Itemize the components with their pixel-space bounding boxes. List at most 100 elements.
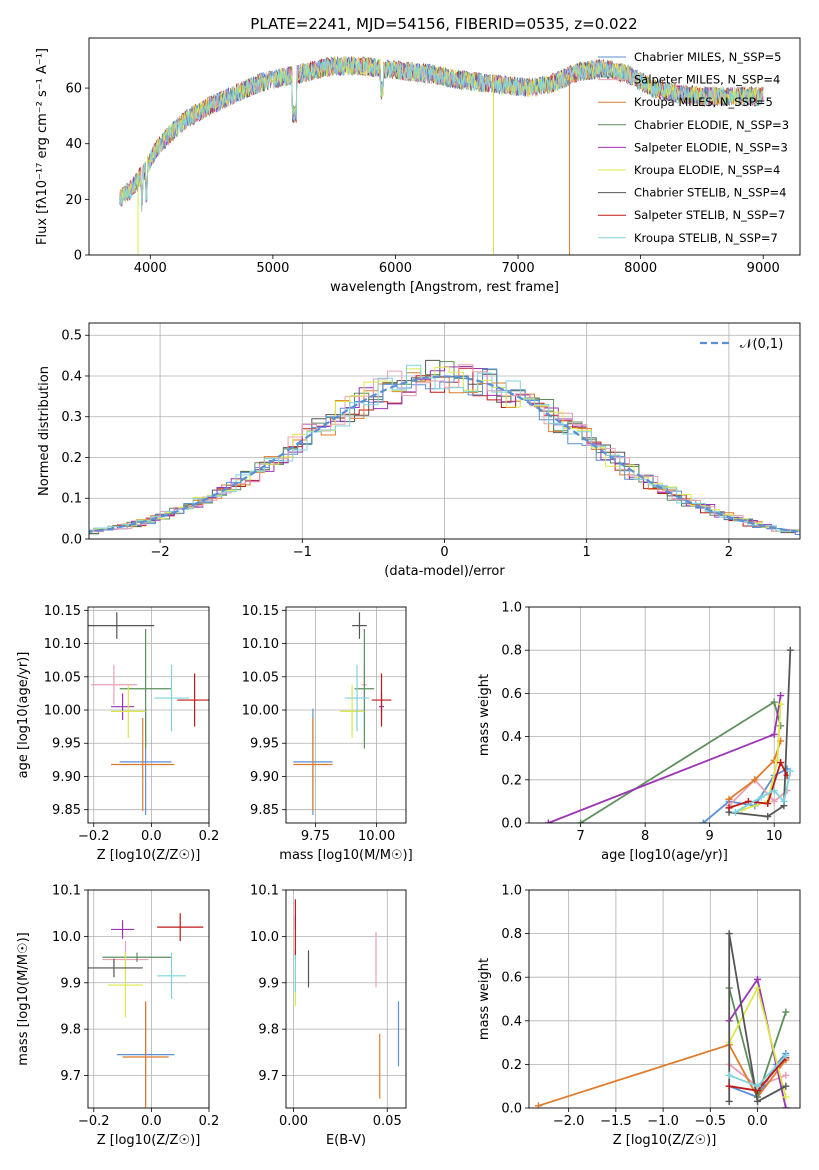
mass-weight-marker-7 [725,804,733,812]
panel-spectrum: 4000 5000 6000 7000 8000 9000 0 20 40 60 wavelengt… [35,37,801,295]
mass-weight-line-1 [728,778,788,807]
y-tick-label: 10.00 [242,704,279,719]
x-tick-label: 9 [706,829,714,844]
y-tick-label: 9.95 [250,737,279,752]
mass-weight-marker-5 [782,1093,790,1101]
x-axis-label: wavelength [Angstrom, rest frame] [330,280,559,295]
x-tick-label: 8000 [624,261,657,276]
mass-weight-marker-4 [782,1104,790,1108]
legend-label: 𝒩(0,1) [740,337,783,352]
y-tick-label: 0 [74,249,82,264]
y-tick-label: 0.5 [61,329,82,344]
x-tick-label: 0.00 [279,1114,308,1129]
legend-label: Kroupa MILES, N_SSP=5 [634,95,773,109]
x-tick-label: 9000 [747,261,780,276]
mass-weight-marker-4 [770,730,778,738]
y-tick-label: 10.15 [242,604,279,619]
mass-weight-line-5 [741,704,782,811]
legend-label: Salpeter ELODIE, N_SSP=3 [634,140,788,154]
legend-label: Chabrier ELODIE, N_SSP=3 [634,118,789,132]
mass-weight-marker-6 [754,1097,762,1105]
legend-label: Chabrier MILES, N_SSP=5 [634,50,781,64]
axes-frame [88,37,801,256]
mass-weight-marker-6 [782,1082,790,1090]
mass-weight-marker-5 [777,700,785,708]
y-axis-label: mass weight [477,958,492,1040]
plot-area [286,890,406,1108]
y-tick-label: 9.95 [52,737,81,752]
x-tick-label: 7 [576,829,584,844]
mass-weight-marker-8 [786,767,794,775]
x-axis-label: Z [log10(Z/Z☉)] [97,848,201,863]
x-axis-label: Z [log10(Z/Z☉)] [613,1133,717,1148]
y-tick-label: 9.9 [60,976,81,991]
mass-weight-marker-7 [725,1082,733,1090]
plot-area [286,607,406,823]
y-tick-label: 0.4 [501,1014,522,1029]
y-tick-label: 0.8 [501,927,522,942]
mass-weight-marker-3 [770,698,778,706]
y-tick-label: 9.85 [250,803,279,818]
mass-weight-marker-2 [725,795,733,803]
panel-age_vs_Z: −0.2 0.0 0.2 9.85 9.90 9.95 10.00 10.05 10.10 10.… [16,604,219,863]
plot-area [119,55,764,255]
y-tick-label: 10.0 [52,930,81,945]
axes-frame [285,606,407,824]
y-tick-label: 10.05 [44,670,81,685]
plot-area [88,607,209,823]
plot-area [529,607,800,823]
y-tick-label: 0.2 [61,451,82,466]
axes-frame [528,889,801,1109]
plot-area [88,890,209,1108]
x-axis-label: E(B-V) [326,1133,366,1148]
x-tick-label: 0.2 [199,829,220,844]
mass-weight-marker-4 [544,819,552,823]
mass-weight-line-6 [728,933,787,1103]
y-tick-label: 0.0 [61,533,82,548]
panel-age_vs_mass: 9.75 10.00 9.85 9.90 9.95 10.00 10.05 10.10 10.1… [242,604,413,863]
gaussian-curve [89,375,800,534]
panel-mass_vs_Z: −0.2 0.0 0.2 9.7 9.8 9.9 10.0 10.1 Z [log10(Z/Z☉… [16,884,219,1149]
y-tick-label: 60 [65,82,82,97]
y-tick-label: 9.7 [60,1069,81,1084]
x-tick-label: 0.0 [141,829,162,844]
spectrum-line-8 [119,56,764,211]
y-tick-label: 10.10 [242,637,279,652]
y-tick-label: 9.90 [250,770,279,785]
y-tick-label: 0.2 [501,1058,522,1073]
y-tick-label: 9.8 [258,1023,279,1038]
y-tick-label: 0.2 [501,773,522,788]
mass-weight-marker-6 [725,1097,733,1105]
y-tick-label: 0.0 [501,817,522,832]
y-axis-label: Normed distribution [37,366,52,496]
y-tick-label: 10.00 [44,704,81,719]
y-tick-label: 9.90 [52,770,81,785]
mass-weight-marker-8 [725,1071,733,1079]
x-tick-label: −1.0 [647,1114,679,1129]
x-tick-label: −0.5 [695,1114,727,1129]
x-tick-label: −1.5 [600,1114,632,1129]
x-tick-label: 0.0 [747,1114,768,1129]
x-tick-label: 0 [440,545,448,560]
axes-frame [87,889,210,1109]
mass-weight-marker-3 [782,1008,790,1016]
x-axis-label: mass [log10(M/M☉)] [279,848,412,863]
mass-weight-line-6 [728,650,792,818]
y-axis-label: mass weight [477,674,492,756]
x-tick-label: 10.00 [358,829,395,844]
mass-weight-marker-7 [777,759,785,767]
axes-frame [88,322,801,540]
mass-weight-line-2 [538,1043,787,1107]
x-tick-label: 6000 [379,261,412,276]
x-tick-label: 1 [583,545,591,560]
y-tick-label: 10.15 [44,604,81,619]
y-axis-label: age [log10(age/yr)] [16,652,31,779]
mass-weight-marker-1 [770,797,778,805]
y-tick-label: 0.0 [501,1102,522,1117]
x-tick-label: 0.0 [141,1114,162,1129]
y-tick-label: 9.9 [258,976,279,991]
y-tick-label: 1.0 [501,601,522,616]
y-tick-label: 10.0 [250,930,279,945]
mass-weight-marker-8 [731,808,739,816]
mass-weight-marker-1 [782,1071,790,1079]
